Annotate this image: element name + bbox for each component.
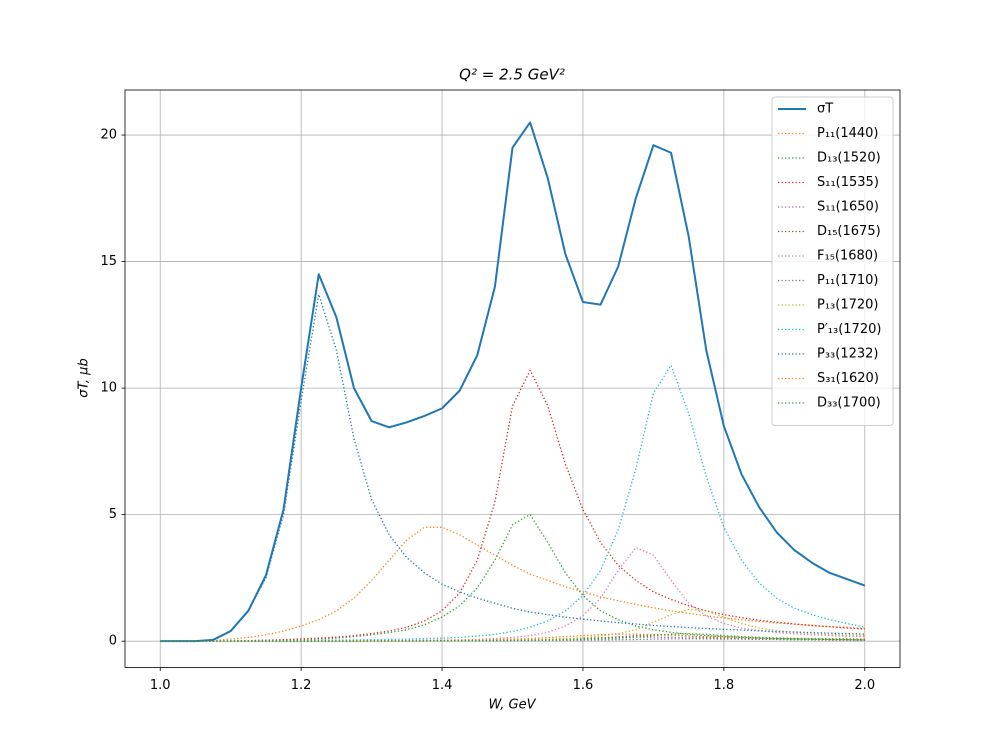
- legend-label: P′₁₃(1720): [817, 322, 881, 337]
- legend-label: σT: [817, 102, 833, 117]
- x-tick-label: 1.2: [291, 678, 312, 693]
- legend-label: S₃₁(1620): [817, 371, 879, 386]
- legend-label: F₁₅(1680): [817, 249, 878, 264]
- legend-label: P₁₁(1710): [817, 273, 879, 288]
- legend-label: S₁₁(1650): [817, 200, 879, 215]
- x-tick-label: 1.6: [573, 678, 594, 693]
- series-line: [160, 364, 865, 642]
- series-line: [160, 121, 866, 643]
- y-tick-label: 15: [100, 254, 117, 269]
- plot-frame: [124, 89, 901, 668]
- x-tick-label: 1.0: [150, 678, 171, 693]
- legend-label: P₃₃(1232): [817, 347, 879, 362]
- legend-label: D₃₃(1700): [817, 396, 881, 411]
- grid: [125, 90, 900, 668]
- series-line: [160, 514, 865, 642]
- legend-label: P₁₃(1720): [817, 298, 879, 313]
- legend-label: D₁₅(1675): [817, 224, 881, 239]
- y-tick-label: 20: [100, 128, 117, 143]
- y-axis-label: σT, μb: [77, 358, 92, 397]
- series-line: [160, 293, 865, 642]
- x-tick-label: 1.4: [432, 678, 453, 693]
- legend-label: S₁₁(1535): [817, 175, 879, 190]
- legend-label: D₁₃(1520): [817, 151, 881, 166]
- chart-title: Q² = 2.5 GeV²: [459, 66, 565, 84]
- legend-box: [771, 96, 894, 426]
- legend-label: P₁₁(1440): [817, 126, 879, 141]
- x-tick-label: 1.8: [714, 678, 735, 693]
- y-tick-label: 0: [109, 634, 117, 649]
- y-tick-label: 10: [100, 381, 117, 396]
- y-tick-label: 5: [109, 507, 117, 522]
- x-axis-label: W, GeV: [488, 698, 536, 713]
- x-tick-label: 2.0: [854, 678, 875, 693]
- legend: σT P₁₁(1440) D₁₃(1520) S₁₁(1535) S₁₁(1650) D₁…: [771, 96, 894, 426]
